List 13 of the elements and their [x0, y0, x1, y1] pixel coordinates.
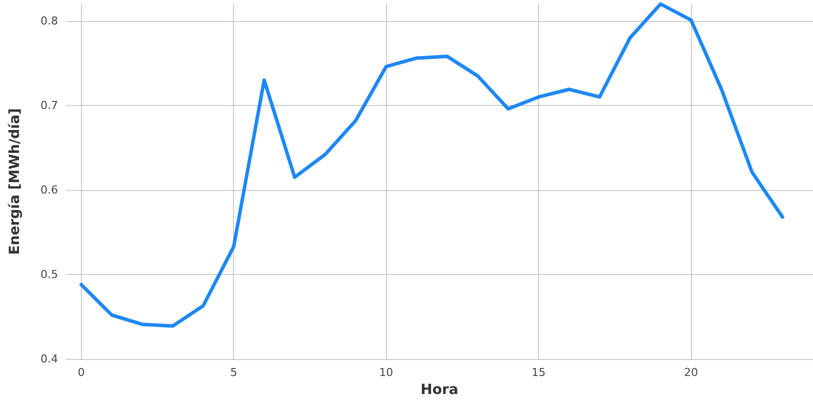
x-tick-label: 0 — [78, 366, 85, 379]
y-axis-title: Energía [MWh/día] — [7, 108, 23, 255]
x-tick-label: 15 — [532, 366, 546, 379]
y-tick-label: 0.6 — [40, 183, 58, 196]
line-series — [79, 2, 784, 328]
x-axis-title: Hora — [420, 382, 458, 398]
y-tick-label: 0.4 — [40, 352, 58, 366]
y-tick-label: 0.7 — [40, 98, 58, 112]
x-tick-label: 10 — [379, 366, 394, 379]
y-tick-label: 0.5 — [40, 268, 58, 281]
x-tick-label: 5 — [230, 366, 238, 379]
x-tick-label: 20 — [684, 366, 698, 379]
y-tick-label: 0.8 — [40, 14, 58, 28]
